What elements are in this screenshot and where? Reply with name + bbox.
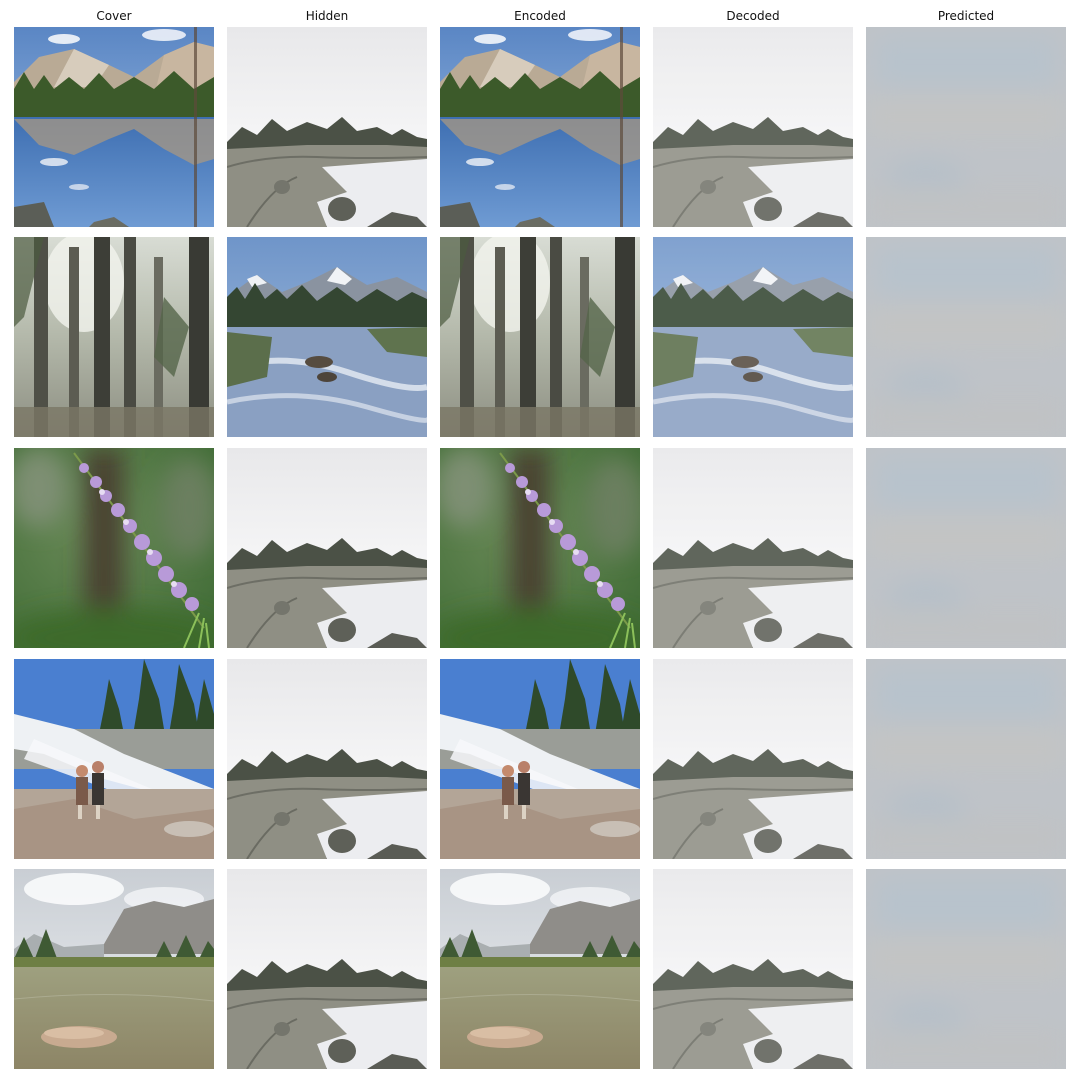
column-title-predicted: Predicted	[937, 9, 995, 23]
column-title-encoded: Encoded	[514, 9, 566, 23]
cover-image-row-3	[14, 448, 214, 648]
encoded-image-row-4	[440, 659, 640, 859]
decoded-image-row-4	[653, 659, 853, 859]
cover-image-row-4	[14, 659, 214, 859]
hidden-image-row-1	[227, 27, 427, 227]
cover-image-row-2	[14, 237, 214, 437]
predicted-image-row-4	[866, 659, 1066, 859]
cover-image-row-1	[14, 27, 214, 227]
predicted-image-row-2	[866, 237, 1066, 437]
encoded-image-row-3	[440, 448, 640, 648]
predicted-image-row-3	[866, 448, 1066, 648]
hidden-image-row-2	[227, 237, 427, 437]
column-title-hidden: Hidden	[305, 9, 349, 23]
column-title-cover: Cover	[96, 9, 132, 23]
cover-image-row-5	[14, 869, 214, 1069]
hidden-image-row-3	[227, 448, 427, 648]
predicted-image-row-5	[866, 869, 1066, 1069]
encoded-image-row-1	[440, 27, 640, 227]
decoded-image-row-5	[653, 869, 853, 1069]
decoded-image-row-1	[653, 27, 853, 227]
encoded-image-row-5	[440, 869, 640, 1069]
decoded-image-row-2	[653, 237, 853, 437]
encoded-image-row-2	[440, 237, 640, 437]
decoded-image-row-3	[653, 448, 853, 648]
hidden-image-row-4	[227, 659, 427, 859]
predicted-image-row-1	[866, 27, 1066, 227]
hidden-image-row-5	[227, 869, 427, 1069]
column-title-decoded: Decoded	[726, 9, 780, 23]
